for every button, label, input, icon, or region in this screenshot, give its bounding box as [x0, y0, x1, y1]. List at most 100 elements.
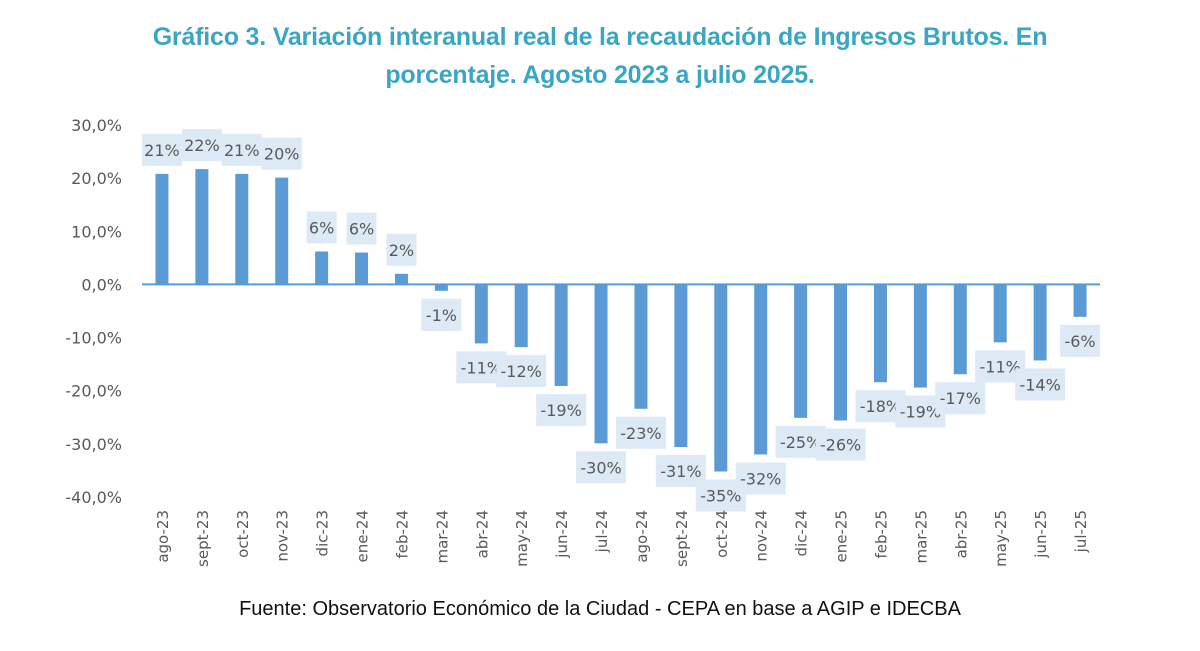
bar-feb-24: [394, 273, 408, 285]
y-tick-label: 10,0%: [71, 222, 122, 241]
x-tick-label: ago-24: [633, 510, 651, 563]
y-tick-label: -20,0%: [65, 382, 122, 401]
x-tick-label: nov-23: [274, 510, 292, 562]
data-label: -31%: [655, 455, 706, 488]
bar-jun-24: [554, 284, 568, 386]
x-tick-label: jul-24: [593, 510, 611, 553]
data-label-text: -17%: [940, 389, 981, 408]
data-label-box: [421, 298, 462, 331]
bar-sept-23: [195, 169, 209, 285]
data-label: 6%: [346, 212, 377, 245]
x-tick-label: mar-25: [912, 510, 930, 564]
bar-dic-23: [315, 251, 329, 285]
y-tick-label: 0,0%: [81, 275, 122, 294]
x-tick-label: ago-23: [154, 510, 172, 563]
x-tick-label: jun-25: [1032, 510, 1050, 559]
data-label: -14%: [1015, 368, 1066, 401]
bar-mar-24: [434, 284, 448, 291]
data-label-text: 22%: [184, 136, 220, 155]
source-note: Fuente: Observatorio Económico de la Ciu…: [239, 598, 961, 620]
data-label-text: -19%: [540, 401, 581, 420]
data-label: 20%: [261, 137, 302, 170]
x-tick-label: ene-24: [354, 510, 372, 562]
data-label-box: [386, 233, 417, 266]
bar-ago-24: [634, 284, 648, 409]
data-label: 21%: [141, 133, 182, 166]
data-label-text: -6%: [1064, 332, 1095, 351]
bar-jul-24: [594, 284, 608, 444]
data-label-text: 6%: [309, 218, 334, 237]
data-label-text: -11%: [461, 358, 502, 377]
data-label: -30%: [576, 451, 627, 484]
data-label: 6%: [306, 211, 337, 244]
data-label-box: [496, 355, 547, 388]
x-tick-label: ene-25: [833, 510, 851, 562]
x-tick-label: may-24: [513, 510, 531, 567]
data-label-box: [181, 129, 222, 162]
x-tick-label: mar-24: [433, 510, 451, 564]
data-label-text: -23%: [620, 424, 661, 443]
x-tick-label: sept-24: [673, 510, 691, 567]
y-tick-label: -40,0%: [65, 488, 122, 507]
data-label-text: -12%: [501, 362, 542, 381]
data-label-box: [1060, 324, 1101, 357]
data-label-box: [576, 451, 627, 484]
data-label: -23%: [615, 416, 666, 449]
data-label-text: -14%: [1019, 375, 1060, 394]
data-label-box: [536, 393, 587, 426]
x-axis: ago-23 sept-23 oct-23 nov-23 dic-23 ene-24 feb…: [154, 510, 1090, 567]
data-label-text: 21%: [224, 141, 260, 160]
data-label-text: -26%: [820, 435, 861, 454]
y-tick-label: -10,0%: [65, 329, 122, 348]
x-tick-label: dic-24: [793, 510, 811, 556]
x-tick-label: abr-24: [473, 510, 491, 558]
data-label: -32%: [735, 462, 786, 495]
data-label-text: 21%: [144, 141, 180, 160]
x-tick-label: feb-24: [393, 510, 411, 559]
chart-title: Gráfico 3. Variación interanual real de …: [0, 18, 1200, 94]
data-label: -12%: [496, 355, 547, 388]
x-tick-label: may-25: [992, 510, 1010, 567]
bar-oct-23: [235, 173, 249, 285]
data-label-text: -25%: [780, 433, 821, 452]
data-label: 21%: [221, 133, 262, 166]
y-tick-label: -30,0%: [65, 435, 122, 454]
data-label-text: -32%: [740, 469, 781, 488]
data-label-box: [141, 133, 182, 166]
data-labels: 21% 22% 21% 20%6% 6%2%-1%-11%-12%-19%-30%-23…: [141, 129, 1101, 512]
x-tick-label: dic-23: [314, 510, 332, 556]
data-label-text: -18%: [860, 397, 901, 416]
data-label-box: [261, 137, 302, 170]
bar-mar-25: [913, 284, 927, 388]
bar-jul-25: [1073, 284, 1087, 317]
x-tick-label: oct-24: [713, 510, 731, 558]
data-label: -17%: [935, 382, 986, 415]
bar-abr-24: [474, 284, 488, 344]
x-tick-label: feb-25: [872, 510, 890, 559]
bar-may-25: [993, 284, 1007, 343]
data-label: -1%: [421, 298, 462, 331]
data-label: -26%: [815, 428, 866, 461]
data-label-box: [306, 211, 337, 244]
y-axis: 30,0% 20,0% 10,0% 0,0% -10,0% -20,0% -30,0% -40…: [65, 116, 122, 507]
data-label-box: [935, 382, 986, 415]
data-label-text: 2%: [389, 241, 414, 260]
bar-dic-24: [794, 284, 808, 418]
data-label-box: [615, 416, 666, 449]
data-label: 22%: [181, 129, 222, 162]
data-label: 2%: [386, 233, 417, 266]
data-label: -6%: [1060, 324, 1101, 357]
data-label-box: [346, 212, 377, 245]
data-label-text: -30%: [580, 458, 621, 477]
bars: [155, 169, 1087, 472]
bar-jun-25: [1033, 284, 1047, 361]
bar-feb-25: [873, 284, 887, 383]
y-tick-label: 20,0%: [71, 169, 122, 188]
bar-nov-23: [275, 177, 289, 285]
data-label-box: [815, 428, 866, 461]
data-label: -19%: [536, 393, 587, 426]
x-tick-label: jul-25: [1072, 510, 1090, 553]
bar-oct-24: [714, 284, 728, 472]
data-label-text: -35%: [700, 486, 741, 505]
